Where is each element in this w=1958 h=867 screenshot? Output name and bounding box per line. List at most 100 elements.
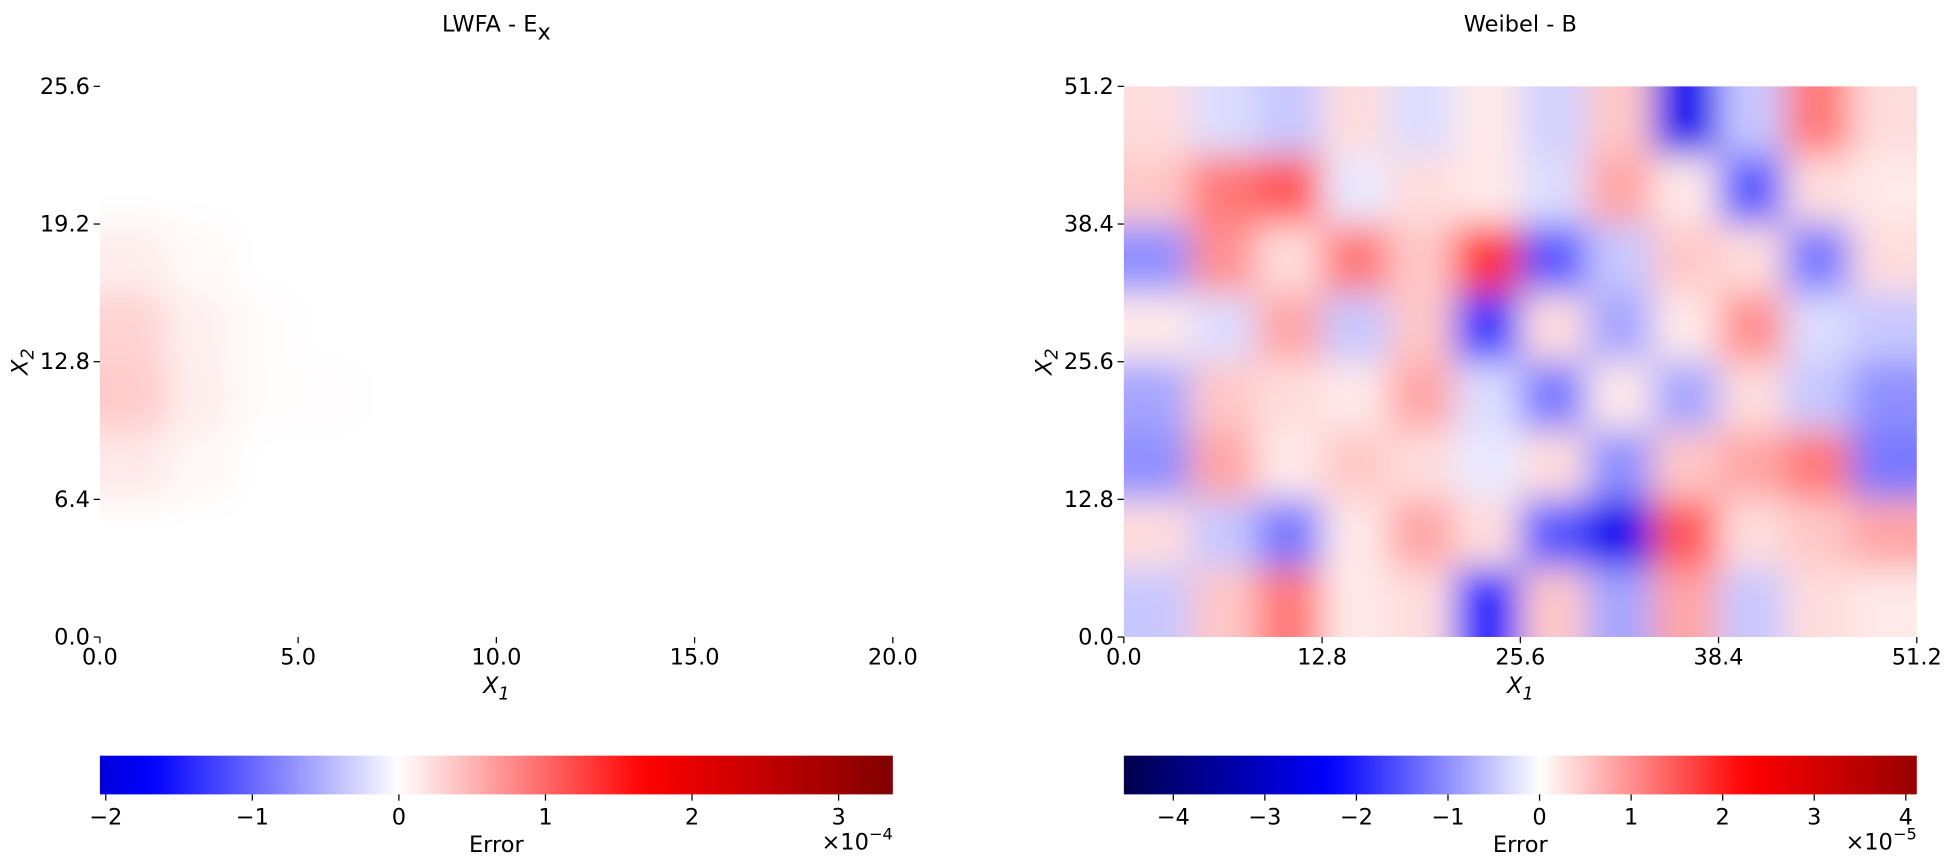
heatmap-cell <box>826 292 893 363</box>
heatmap-cell <box>364 224 431 294</box>
heatmap-cell <box>232 568 299 638</box>
heatmap-cell <box>1652 86 1720 156</box>
heatmap-cell <box>694 224 762 294</box>
heatmap-cell <box>826 499 893 569</box>
heatmap-cell <box>562 292 630 363</box>
heatmap-cell <box>1388 361 1455 432</box>
heatmap-cell <box>1520 292 1588 363</box>
heatmap-cell <box>1520 499 1588 569</box>
heatmap-cell <box>298 499 365 569</box>
heatmap-cell <box>298 361 365 432</box>
heatmap-cell <box>1454 499 1521 569</box>
y-tick-label: 19.2 <box>40 212 90 238</box>
heatmap-cell <box>165 155 233 225</box>
y-tick-label: 38.4 <box>1064 212 1114 238</box>
heatmap-cell <box>1322 224 1389 294</box>
colorbar-tick-label: 0 <box>1532 804 1546 830</box>
heatmap-cell <box>1388 292 1455 363</box>
colorbar-offset-exp: −5 <box>1893 824 1917 843</box>
heatmap-cell <box>364 292 431 363</box>
colorbar-label: Error <box>469 832 525 858</box>
heatmap-cell <box>1718 155 1786 225</box>
heatmap-cells <box>1123 86 1917 638</box>
heatmap-cell <box>694 292 762 363</box>
heatmap-cell <box>1784 224 1852 294</box>
heatmap-cell <box>1520 224 1588 294</box>
heatmap-cell <box>298 155 365 225</box>
heatmap-cell <box>1388 430 1455 500</box>
heatmap-cell <box>826 224 893 294</box>
heatmap-cell <box>99 155 167 225</box>
heatmap-cell <box>1256 568 1323 638</box>
heatmap-cell <box>1850 568 1917 638</box>
heatmap-cell <box>628 568 696 638</box>
heatmap-cell <box>628 361 696 432</box>
heatmap-cell <box>1388 568 1455 638</box>
heatmap-cell <box>1520 568 1588 638</box>
heatmap-cell <box>496 568 564 638</box>
heatmap-cell <box>1454 155 1521 225</box>
heatmap-cells <box>99 86 893 638</box>
heatmap-cell <box>1388 499 1455 569</box>
heatmap-cell <box>232 499 299 569</box>
colorbar-tick-label: 0 <box>392 804 406 830</box>
heatmap-cell <box>694 499 762 569</box>
heatmap-cell <box>298 224 365 294</box>
heatmap-cell <box>1850 155 1917 225</box>
y-tick-label: 6.4 <box>54 487 90 513</box>
heatmap-cell <box>1652 224 1720 294</box>
colorbar-label: Error <box>1493 832 1549 858</box>
heatmap-cell <box>364 499 431 569</box>
heatmap-cell <box>628 499 696 569</box>
heatmap-cell <box>430 361 497 432</box>
heatmap-cell <box>628 292 696 363</box>
colorbar-tick-label: 2 <box>1716 804 1730 830</box>
heatmap-cell <box>1652 430 1720 500</box>
y-axis-label-main: X <box>1031 359 1057 376</box>
x-tick-label: 12.8 <box>1297 645 1347 671</box>
heatmap-cell <box>1189 86 1257 156</box>
colorbar-tick-label: 2 <box>685 804 699 830</box>
heatmap-cell <box>562 361 630 432</box>
y-tick-label: 0.0 <box>54 625 90 651</box>
heatmap <box>1123 86 1917 638</box>
y-axis-label-sub: 2 <box>1043 348 1063 359</box>
colorbar-tick-label: 4 <box>1899 804 1913 830</box>
chart-title-main: LWFA - E <box>442 11 538 37</box>
heatmap-cell <box>298 430 365 500</box>
heatmap-cell <box>165 224 233 294</box>
heatmap-cell <box>165 361 233 432</box>
heatmap-cell <box>1256 430 1323 500</box>
heatmap-cell <box>760 568 828 638</box>
heatmap-cell <box>826 361 893 432</box>
heatmap-cell <box>562 86 630 156</box>
y-tick-label: 0.0 <box>1078 625 1114 651</box>
heatmap-cell <box>1586 499 1654 569</box>
x-tick-label: 5.0 <box>280 645 316 671</box>
heatmap-cell <box>232 292 299 363</box>
heatmap-cell <box>165 86 233 156</box>
heatmap-cell <box>165 292 233 363</box>
heatmap-cell <box>1652 499 1720 569</box>
heatmap-cell <box>1850 430 1917 500</box>
heatmap-cell <box>1256 292 1323 363</box>
heatmap-cell <box>826 568 893 638</box>
heatmap-cell <box>1454 86 1521 156</box>
heatmap-cell <box>1256 86 1323 156</box>
heatmap-cell <box>1718 361 1786 432</box>
x-axis-label-main: X <box>482 673 499 699</box>
heatmap-cell <box>1718 568 1786 638</box>
heatmap-cell <box>1322 499 1389 569</box>
heatmap-cell <box>760 224 828 294</box>
y-tick-label: 12.8 <box>40 349 90 375</box>
heatmap-cell <box>1189 430 1257 500</box>
heatmap-cell <box>165 568 233 638</box>
heatmap-cell <box>1784 430 1852 500</box>
heatmap-cell <box>1520 430 1588 500</box>
heatmap-cell <box>562 568 630 638</box>
heatmap-cell <box>760 155 828 225</box>
heatmap-cell <box>1123 568 1191 638</box>
heatmap-cell <box>1520 155 1588 225</box>
heatmap-cell <box>1718 499 1786 569</box>
heatmap-cell <box>1322 86 1389 156</box>
